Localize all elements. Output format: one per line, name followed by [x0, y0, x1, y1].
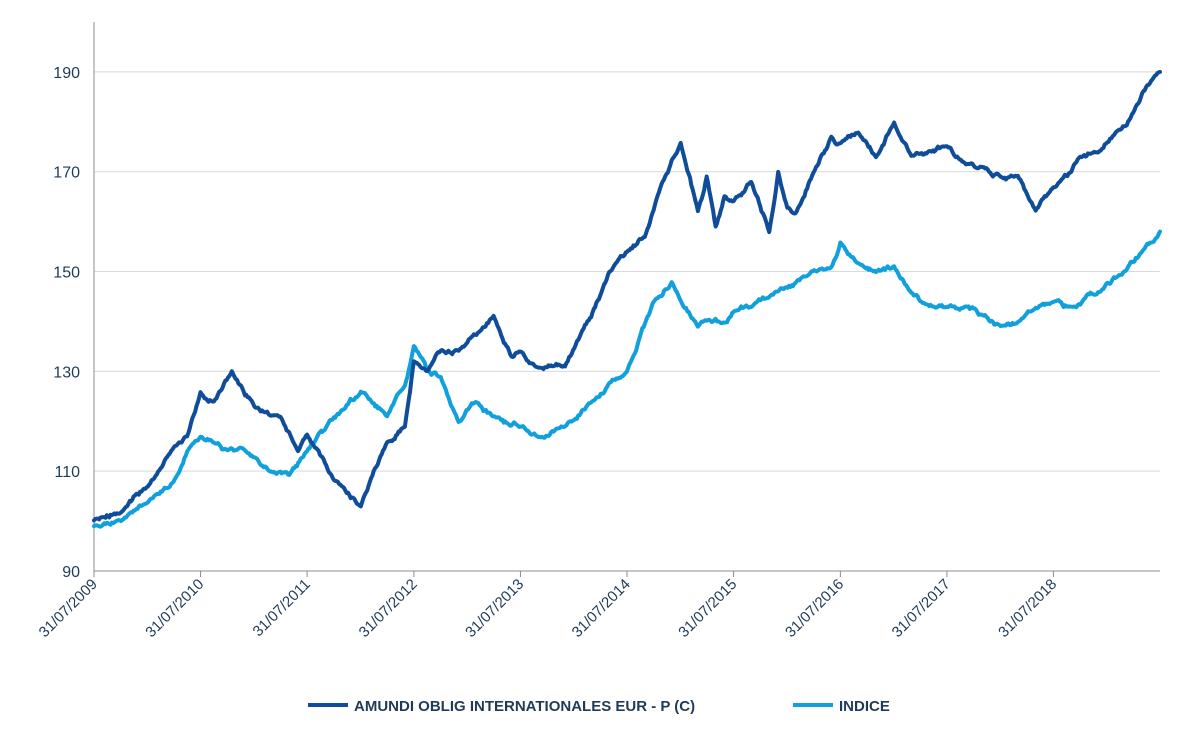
x-tick-label: 31/07/2010	[142, 576, 207, 641]
series-lines	[92, 69, 1162, 529]
x-tick-label: 31/07/2009	[36, 576, 101, 641]
axes: 90 110 130 150 170 190 31/07/2009 31/07/2010 31/…	[36, 22, 1160, 641]
y-tick-label: 170	[53, 165, 80, 182]
x-tick-label: 31/07/2012	[356, 576, 421, 641]
y-tick-label: 130	[53, 364, 80, 381]
x-tick-label: 31/07/2013	[462, 576, 527, 641]
legend-item-fund-label: AMUNDI OBLIG INTERNATIONALES EUR - P (C)	[354, 698, 695, 715]
y-tick-label: 90	[62, 564, 80, 581]
x-tick-label: 31/07/2018	[995, 576, 1060, 641]
y-tick-label: 150	[53, 265, 80, 282]
legend: AMUNDI OBLIG INTERNATIONALES EUR - P (C)…	[308, 698, 890, 715]
x-tick-label: 31/07/2017	[889, 576, 954, 641]
x-tick-label: 31/07/2016	[782, 576, 847, 641]
x-tick-label: 31/07/2014	[569, 576, 634, 641]
y-tick-label: 190	[53, 65, 80, 82]
x-tick-label: 31/07/2015	[675, 576, 740, 641]
gridlines	[94, 71, 1160, 472]
y-tick-label: 110	[54, 464, 80, 481]
legend-item-index-label: INDICE	[839, 698, 890, 715]
x-tick-label: 31/07/2011	[250, 576, 314, 640]
series-line-fund	[92, 69, 1162, 523]
series-line-index	[92, 229, 1162, 529]
